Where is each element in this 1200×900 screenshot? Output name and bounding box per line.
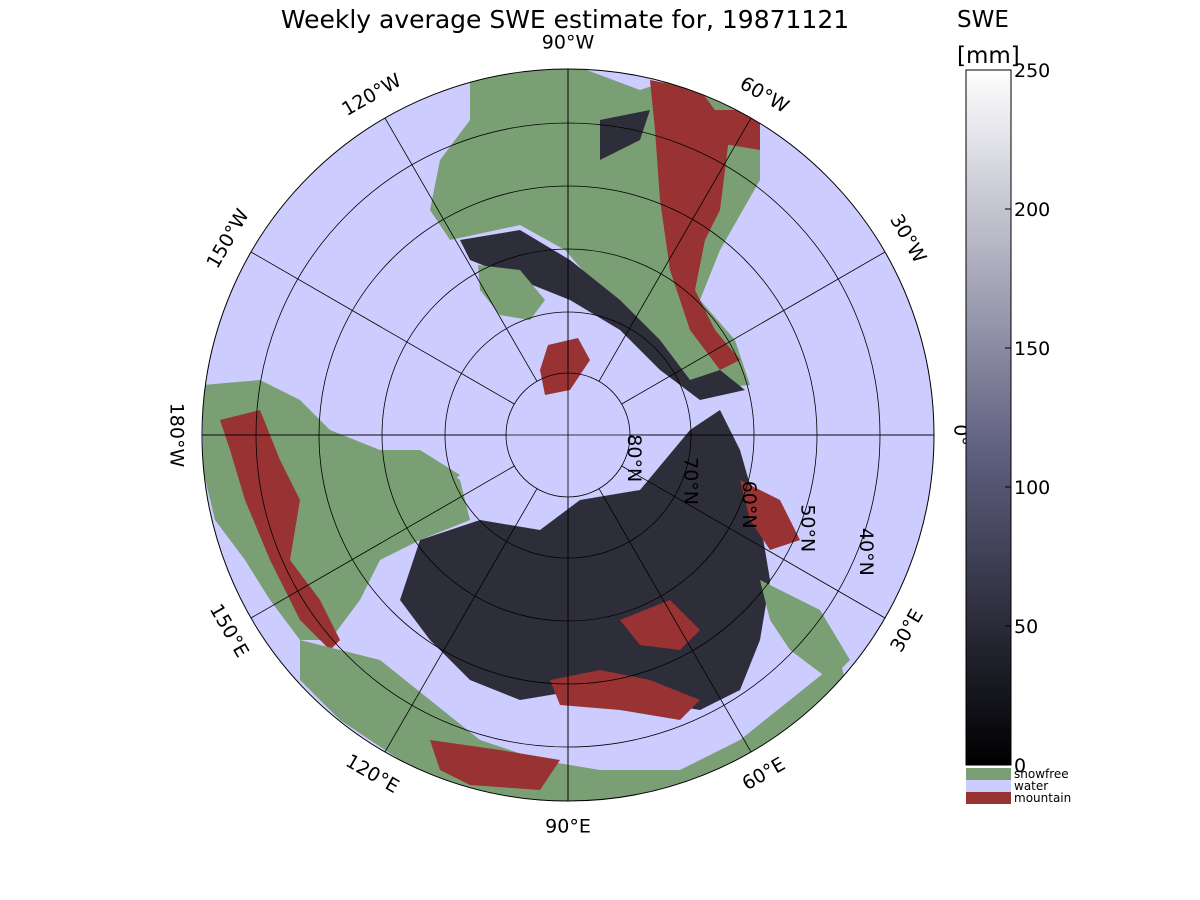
colorbar-tick-label-0: 250 — [1014, 60, 1050, 82]
figure-title: Weekly average SWE estimate for, 1987112… — [280, 5, 850, 34]
meridian-line-10 — [621, 251, 886, 405]
parallel-label-0: 80°N — [623, 434, 645, 482]
legend-label-snowfree: snowfree — [1014, 767, 1069, 781]
meridian-line-5 — [384, 488, 538, 753]
meridian-label-6: 90°E — [545, 816, 591, 838]
legend-swatch-mountain — [966, 792, 1011, 804]
europe-landmass — [203, 380, 470, 650]
colorbar-label: SWE — [957, 7, 1009, 33]
meridian-line-7 — [598, 488, 752, 753]
meridian-line-8 — [621, 465, 886, 619]
colorbar-units: [mm] — [957, 43, 1020, 69]
meridian-line-1 — [384, 117, 538, 382]
parallel-labels: 80°N 70°N 60°N 50°N 40°N — [623, 434, 877, 576]
parallel-label-2: 60°N — [738, 481, 760, 529]
legend-swatch-snowfree — [966, 768, 1011, 780]
parallel-label-1: 70°N — [680, 457, 702, 505]
graticule — [202, 69, 934, 801]
meridian-label-8: 30°E — [886, 605, 928, 656]
meridian-line-4 — [250, 465, 515, 619]
meridian-line-2 — [250, 251, 515, 405]
meridian-label-0: 90°W — [542, 32, 595, 54]
colorbar-tick-label-3: 100 — [1014, 477, 1050, 499]
meridian-label-11: 60°W — [736, 72, 793, 117]
parallel-label-4: 40°N — [855, 528, 877, 576]
legend-swatch-water — [966, 780, 1011, 792]
colorbar-tick-label-5: 0 — [1014, 755, 1026, 777]
colorbar-scale — [965, 69, 1012, 766]
parallel-label-3: 50°N — [796, 504, 818, 552]
legend-label-mountain: mountain — [1014, 791, 1071, 805]
legend-label-water: water — [1014, 779, 1048, 793]
map-frame — [201, 68, 935, 802]
meridian-label-3: 180°W — [166, 403, 188, 468]
colorbar: 250 200 150 100 50 0 — [965, 60, 1050, 777]
greenland-landmass — [478, 265, 590, 395]
colorbar-tick-label-4: 50 — [1014, 616, 1038, 638]
colorbar-tick-label-1: 200 — [1014, 199, 1050, 221]
meridian-line-11 — [598, 117, 752, 382]
asia-landmass — [300, 410, 850, 801]
meridian-label-10: 30°W — [885, 211, 930, 268]
meridian-label-7: 60°E — [738, 753, 789, 795]
colorbar-tick-label-2: 150 — [1014, 338, 1050, 360]
